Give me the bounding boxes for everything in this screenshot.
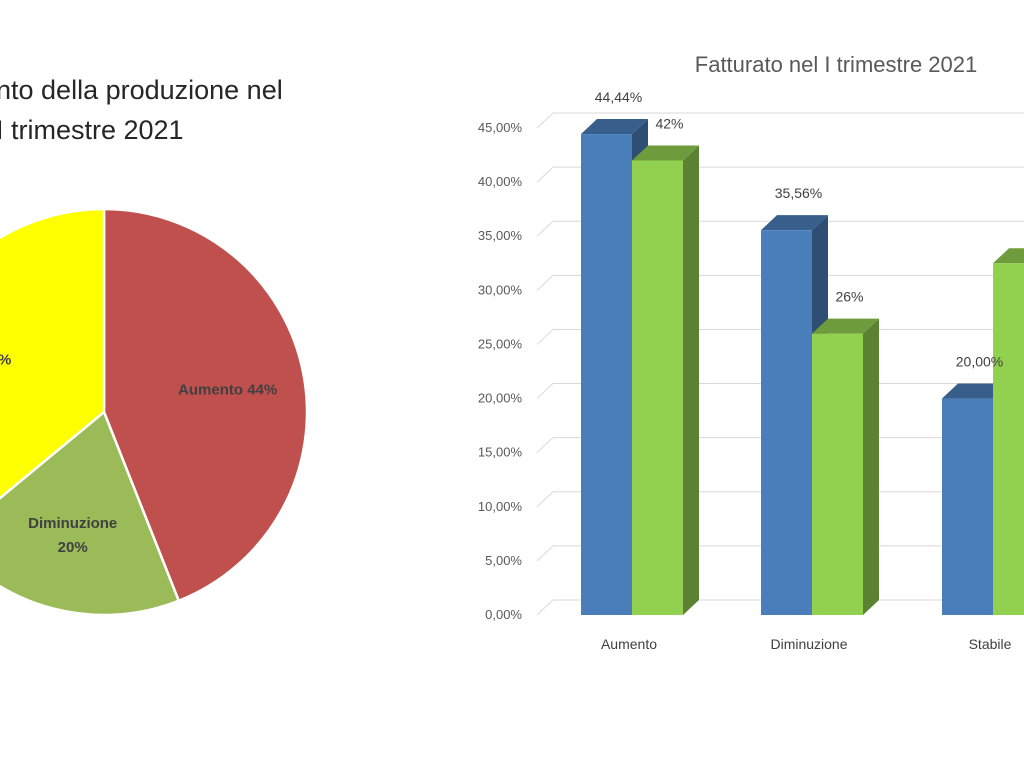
bar-stabile-series-1 bbox=[942, 398, 993, 615]
bar-top bbox=[942, 383, 1009, 399]
pie-slice-stabile bbox=[0, 207, 106, 500]
gridline bbox=[536, 166, 1024, 183]
bar-chart: Fatturato nel I trimestre 2021 0,00% 5,00… bbox=[478, 52, 1024, 652]
bar-top bbox=[761, 215, 828, 231]
y-tick-label: 10,00% bbox=[478, 499, 523, 514]
bar-top bbox=[993, 248, 1024, 264]
bar-stabile-series-2 bbox=[993, 263, 1024, 615]
x-category-label: Diminuzione bbox=[770, 636, 847, 652]
y-tick-label: 20,00% bbox=[478, 391, 523, 406]
pie-slice-aumento bbox=[102, 207, 309, 603]
y-tick-label: 5,00% bbox=[485, 553, 522, 568]
data-label-aumento-series-2: 42% bbox=[655, 115, 683, 131]
gridline bbox=[536, 274, 1024, 291]
pie-label-diminuzione-2: 20% bbox=[58, 539, 88, 556]
bar-diminuzione-series-2 bbox=[812, 333, 863, 615]
y-tick-label: 30,00% bbox=[478, 282, 523, 297]
y-tick-label: 25,00% bbox=[478, 336, 523, 351]
x-category-label: Aumento bbox=[601, 636, 657, 652]
bar-diminuzione-series-1 bbox=[761, 230, 812, 615]
pie-slice-diminuzione bbox=[0, 409, 181, 617]
x-category-label: Stabile bbox=[969, 636, 1012, 652]
y-tick-label: 35,00% bbox=[478, 228, 523, 243]
bar-top bbox=[581, 119, 648, 135]
pie-label-diminuzione-1: Diminuzione bbox=[28, 515, 117, 532]
pie-label-stabile: e 36% bbox=[0, 351, 11, 368]
bar-top bbox=[812, 318, 879, 334]
y-tick-label: 0,00% bbox=[485, 607, 522, 622]
bar-side bbox=[863, 318, 879, 615]
data-label-diminuzione-series-2: 26% bbox=[835, 289, 863, 305]
pie-title-line-1: nto della produzione nel bbox=[0, 75, 283, 105]
bar-side bbox=[683, 145, 699, 615]
bar-chart-title: Fatturato nel I trimestre 2021 bbox=[695, 52, 977, 77]
bar-aumento-series-1 bbox=[581, 134, 632, 616]
data-label-stabile-series-1: 20,00% bbox=[956, 354, 1003, 370]
y-tick-label: 40,00% bbox=[478, 174, 523, 189]
data-label-aumento-series-1: 44,44% bbox=[595, 89, 642, 105]
pie-title-line-2: I trimestre 2021 bbox=[0, 115, 184, 145]
pie-label-aumento: Aumento 44% bbox=[178, 381, 277, 398]
bar-aumento-series-2 bbox=[632, 160, 683, 615]
gridline bbox=[536, 112, 1024, 129]
pie-chart: nto della produzione nel I trimestre 202… bbox=[0, 75, 309, 617]
y-tick-label: 15,00% bbox=[478, 445, 523, 460]
data-label-diminuzione-series-1: 35,56% bbox=[775, 185, 822, 201]
bar-top bbox=[632, 145, 699, 161]
y-tick-label: 45,00% bbox=[478, 120, 523, 135]
gridline bbox=[536, 220, 1024, 237]
